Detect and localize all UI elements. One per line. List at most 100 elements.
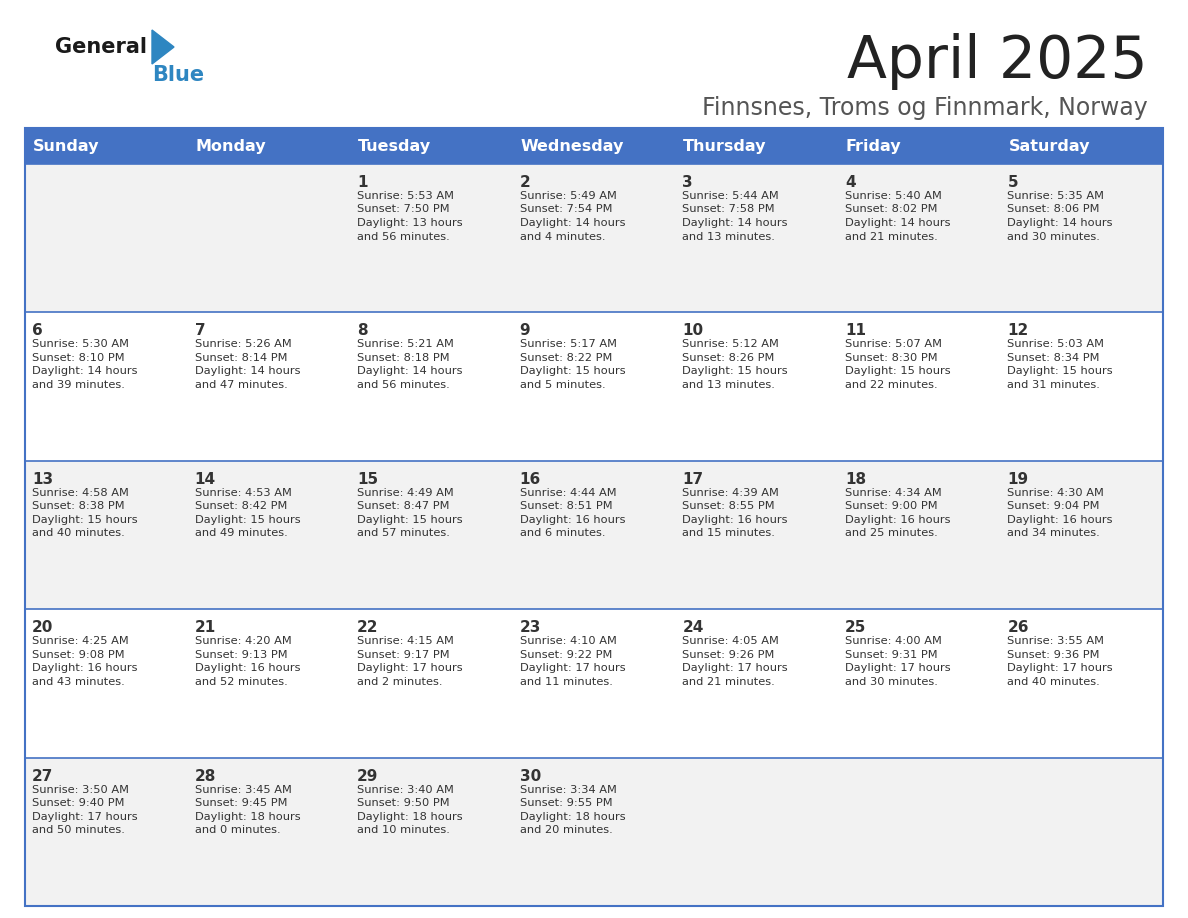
- Text: and 56 minutes.: and 56 minutes.: [358, 380, 450, 390]
- Text: 29: 29: [358, 768, 379, 784]
- Bar: [350, 128, 513, 164]
- Text: Sunrise: 5:21 AM: Sunrise: 5:21 AM: [358, 340, 454, 350]
- Text: and 13 minutes.: and 13 minutes.: [682, 380, 775, 390]
- Text: and 30 minutes.: and 30 minutes.: [1007, 231, 1100, 241]
- Text: Sunrise: 4:05 AM: Sunrise: 4:05 AM: [682, 636, 779, 646]
- Text: Sunset: 7:54 PM: Sunset: 7:54 PM: [519, 205, 612, 215]
- Text: and 10 minutes.: and 10 minutes.: [358, 825, 450, 835]
- Text: Sunrise: 4:10 AM: Sunrise: 4:10 AM: [519, 636, 617, 646]
- Text: Sunrise: 4:00 AM: Sunrise: 4:00 AM: [845, 636, 942, 646]
- Text: and 49 minutes.: and 49 minutes.: [195, 528, 287, 538]
- Text: Sunrise: 5:03 AM: Sunrise: 5:03 AM: [1007, 340, 1105, 350]
- Text: Sunrise: 4:15 AM: Sunrise: 4:15 AM: [358, 636, 454, 646]
- Text: 17: 17: [682, 472, 703, 487]
- Bar: [513, 312, 675, 461]
- Text: Blue: Blue: [152, 65, 204, 85]
- Bar: [513, 757, 675, 906]
- Text: Wednesday: Wednesday: [520, 139, 624, 153]
- Text: Sunset: 8:14 PM: Sunset: 8:14 PM: [195, 353, 287, 363]
- Text: Sunrise: 5:53 AM: Sunrise: 5:53 AM: [358, 191, 454, 201]
- Text: Sunset: 7:58 PM: Sunset: 7:58 PM: [682, 205, 775, 215]
- Text: Sunset: 8:51 PM: Sunset: 8:51 PM: [519, 501, 612, 511]
- Text: and 20 minutes.: and 20 minutes.: [519, 825, 613, 835]
- Text: Daylight: 17 hours: Daylight: 17 hours: [682, 663, 788, 673]
- Text: Daylight: 15 hours: Daylight: 15 hours: [195, 515, 301, 525]
- Text: 9: 9: [519, 323, 530, 339]
- Text: 12: 12: [1007, 323, 1029, 339]
- Text: Daylight: 17 hours: Daylight: 17 hours: [519, 663, 625, 673]
- Text: and 50 minutes.: and 50 minutes.: [32, 825, 125, 835]
- Text: 22: 22: [358, 621, 379, 635]
- Text: Sunset: 9:17 PM: Sunset: 9:17 PM: [358, 650, 450, 660]
- Text: Sunrise: 5:26 AM: Sunrise: 5:26 AM: [195, 340, 291, 350]
- Bar: [188, 312, 350, 461]
- Bar: [838, 164, 1000, 312]
- Text: and 30 minutes.: and 30 minutes.: [845, 677, 937, 687]
- Text: Daylight: 15 hours: Daylight: 15 hours: [682, 366, 788, 376]
- Text: Sunset: 9:31 PM: Sunset: 9:31 PM: [845, 650, 937, 660]
- Text: and 6 minutes.: and 6 minutes.: [519, 528, 605, 538]
- Text: Sunrise: 4:58 AM: Sunrise: 4:58 AM: [32, 487, 128, 498]
- Text: 19: 19: [1007, 472, 1029, 487]
- Bar: [188, 610, 350, 757]
- Bar: [838, 461, 1000, 610]
- Bar: [513, 610, 675, 757]
- Text: and 34 minutes.: and 34 minutes.: [1007, 528, 1100, 538]
- Text: Sunday: Sunday: [33, 139, 100, 153]
- Bar: [188, 461, 350, 610]
- Text: Sunset: 8:06 PM: Sunset: 8:06 PM: [1007, 205, 1100, 215]
- Text: and 2 minutes.: and 2 minutes.: [358, 677, 443, 687]
- Text: Sunset: 9:13 PM: Sunset: 9:13 PM: [195, 650, 287, 660]
- Bar: [838, 312, 1000, 461]
- Bar: [838, 128, 1000, 164]
- Text: Friday: Friday: [846, 139, 902, 153]
- Bar: [25, 312, 188, 461]
- Text: Sunrise: 3:45 AM: Sunrise: 3:45 AM: [195, 785, 291, 795]
- Bar: [1000, 610, 1163, 757]
- Bar: [675, 757, 838, 906]
- Text: and 57 minutes.: and 57 minutes.: [358, 528, 450, 538]
- Text: Sunrise: 4:34 AM: Sunrise: 4:34 AM: [845, 487, 942, 498]
- Polygon shape: [152, 30, 173, 64]
- Text: and 31 minutes.: and 31 minutes.: [1007, 380, 1100, 390]
- Text: 23: 23: [519, 621, 541, 635]
- Bar: [675, 610, 838, 757]
- Text: April 2025: April 2025: [847, 33, 1148, 91]
- Text: and 40 minutes.: and 40 minutes.: [32, 528, 125, 538]
- Text: Sunset: 8:34 PM: Sunset: 8:34 PM: [1007, 353, 1100, 363]
- Text: Thursday: Thursday: [683, 139, 766, 153]
- Text: and 43 minutes.: and 43 minutes.: [32, 677, 125, 687]
- Bar: [25, 757, 188, 906]
- Text: and 40 minutes.: and 40 minutes.: [1007, 677, 1100, 687]
- Text: Sunrise: 3:55 AM: Sunrise: 3:55 AM: [1007, 636, 1105, 646]
- Text: Daylight: 16 hours: Daylight: 16 hours: [682, 515, 788, 525]
- Text: Sunrise: 5:30 AM: Sunrise: 5:30 AM: [32, 340, 129, 350]
- Text: Finnsnes, Troms og Finnmark, Norway: Finnsnes, Troms og Finnmark, Norway: [702, 96, 1148, 120]
- Text: 16: 16: [519, 472, 541, 487]
- Text: Sunrise: 4:39 AM: Sunrise: 4:39 AM: [682, 487, 779, 498]
- Text: 2: 2: [519, 175, 531, 190]
- Text: Sunrise: 5:44 AM: Sunrise: 5:44 AM: [682, 191, 779, 201]
- Text: 13: 13: [32, 472, 53, 487]
- Bar: [513, 164, 675, 312]
- Text: 1: 1: [358, 175, 367, 190]
- Text: Monday: Monday: [196, 139, 266, 153]
- Text: and 13 minutes.: and 13 minutes.: [682, 231, 775, 241]
- Text: and 11 minutes.: and 11 minutes.: [519, 677, 613, 687]
- Text: Daylight: 14 hours: Daylight: 14 hours: [1007, 218, 1113, 228]
- Text: Sunrise: 4:44 AM: Sunrise: 4:44 AM: [519, 487, 617, 498]
- Text: and 22 minutes.: and 22 minutes.: [845, 380, 937, 390]
- Text: 20: 20: [32, 621, 53, 635]
- Text: and 56 minutes.: and 56 minutes.: [358, 231, 450, 241]
- Text: 5: 5: [1007, 175, 1018, 190]
- Text: and 47 minutes.: and 47 minutes.: [195, 380, 287, 390]
- Text: and 21 minutes.: and 21 minutes.: [682, 677, 775, 687]
- Text: Daylight: 14 hours: Daylight: 14 hours: [682, 218, 788, 228]
- Bar: [675, 164, 838, 312]
- Bar: [1000, 312, 1163, 461]
- Bar: [350, 757, 513, 906]
- Text: Daylight: 14 hours: Daylight: 14 hours: [32, 366, 138, 376]
- Text: Sunset: 8:22 PM: Sunset: 8:22 PM: [519, 353, 612, 363]
- Text: Daylight: 15 hours: Daylight: 15 hours: [32, 515, 138, 525]
- Bar: [25, 164, 188, 312]
